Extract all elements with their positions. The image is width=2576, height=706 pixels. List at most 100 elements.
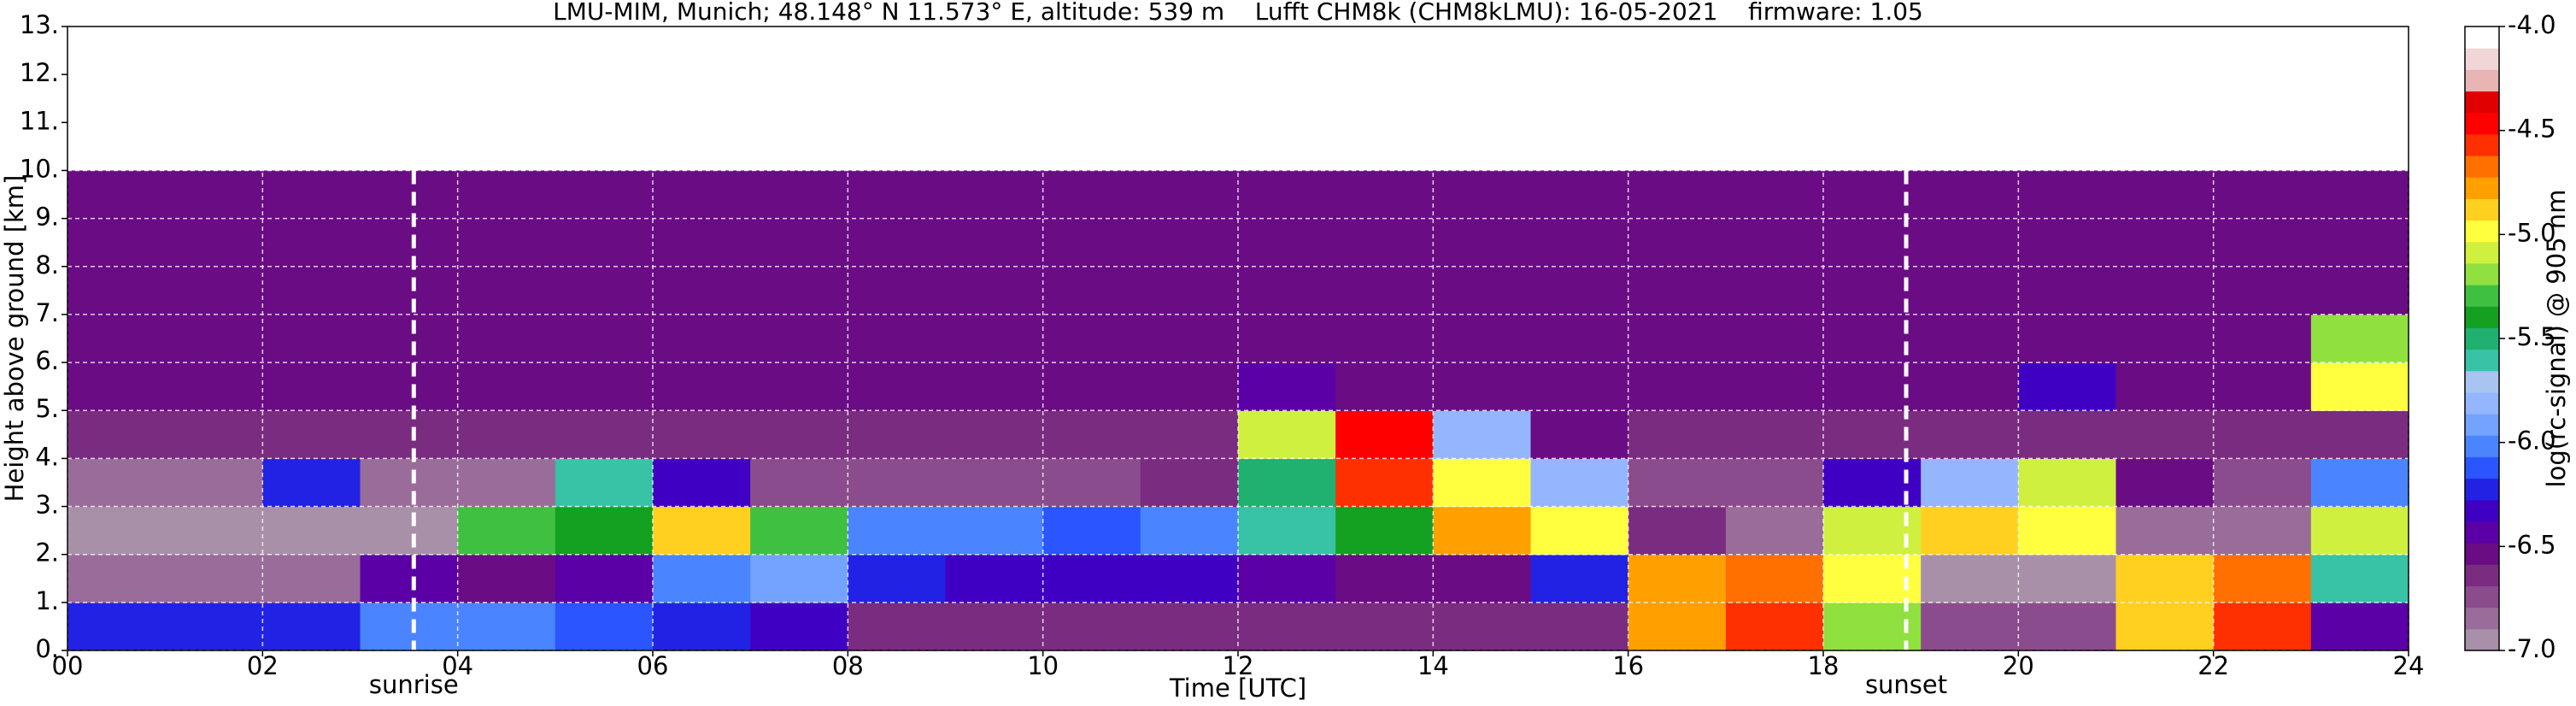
plot-frame — [67, 26, 2409, 651]
heatmap-cell — [457, 602, 556, 651]
heatmap-cell — [1042, 506, 1141, 556]
heatmap-cell — [165, 362, 263, 411]
y-axis-label: Height above ground [km] — [0, 175, 29, 503]
heatmap-cell — [1140, 170, 1239, 220]
heatmap-cell — [1042, 362, 1141, 411]
heatmap-cell — [1530, 314, 1629, 363]
heatmap-cell — [1433, 554, 1532, 603]
heatmap-cell — [945, 314, 1044, 363]
heatmap-cell — [555, 314, 654, 363]
heatmap-cell — [1140, 362, 1239, 411]
y-tick-label: 9. — [35, 203, 59, 232]
heatmap-cell — [2213, 506, 2312, 556]
heatmap-cell — [1921, 170, 2019, 220]
heatmap-cell — [848, 218, 947, 268]
colorbar-tick-label: -6.5 — [2508, 530, 2556, 559]
heatmap-cell — [2310, 266, 2409, 315]
heatmap-cell — [1628, 266, 1727, 315]
heatmap-cell — [2213, 362, 2312, 411]
heatmap-cell — [945, 458, 1044, 508]
heatmap-cell — [848, 410, 947, 459]
heatmap-cell — [1335, 410, 1434, 459]
heatmap-cell — [1628, 410, 1727, 459]
heatmap-cell — [1335, 266, 1434, 315]
heatmap-cell — [653, 314, 751, 363]
colorbar-swatch — [2465, 543, 2499, 565]
heatmap-cell — [2115, 170, 2215, 220]
heatmap-cell — [1530, 602, 1629, 651]
heatmap-cell — [165, 170, 263, 220]
heatmap-cell — [945, 602, 1044, 651]
heatmap-cell — [1140, 458, 1239, 508]
heatmap-cell — [1140, 410, 1239, 459]
heatmap-cell — [1530, 410, 1629, 459]
colorbar-swatch — [2465, 177, 2499, 199]
heatmap-cell — [848, 506, 947, 556]
heatmap-cell — [555, 362, 654, 411]
heatmap-cell — [1921, 266, 2019, 315]
heatmap-cell — [2310, 506, 2409, 556]
colorbar-tick-label: -4.5 — [2508, 115, 2556, 144]
heatmap-cell — [1433, 602, 1532, 651]
heatmap-cell — [1238, 506, 1336, 556]
heatmap-cell — [1433, 314, 1532, 363]
heatmap-cell — [1530, 554, 1629, 603]
heatmap-cell — [165, 410, 263, 459]
heatmap-cell — [1433, 362, 1532, 411]
colorbar-swatch — [2465, 499, 2499, 522]
heatmap-cell — [67, 458, 166, 508]
heatmap-cell — [1921, 554, 2019, 603]
heatmap-cell — [750, 554, 848, 603]
colorbar-swatch — [2465, 262, 2499, 285]
heatmap-cell — [1042, 458, 1141, 508]
heatmap-cell — [1530, 458, 1629, 508]
colorbar-swatch — [2465, 241, 2499, 264]
heatmap-cell — [848, 266, 947, 315]
colorbar-swatch — [2465, 327, 2499, 350]
heatmap-cell — [2018, 410, 2117, 459]
heatmap-cell — [750, 506, 848, 556]
heatmap-cell — [1921, 458, 2019, 508]
heatmap-cell — [945, 554, 1044, 603]
heatmap-cell — [1725, 458, 1824, 508]
colorbar-swatch — [2465, 220, 2499, 243]
heatmap-cell — [1530, 170, 1629, 220]
heatmap-cell — [67, 410, 166, 459]
heatmap-cell — [1530, 266, 1629, 315]
heatmap-cell — [2213, 458, 2312, 508]
heatmap-cell — [945, 410, 1044, 459]
heatmap-cell — [2018, 362, 2117, 411]
heatmap-cell — [165, 602, 263, 651]
heatmap-cell — [2213, 410, 2312, 459]
heatmap-cell — [67, 506, 166, 556]
heatmap-cell — [1530, 218, 1629, 268]
heatmap-cell — [262, 362, 361, 411]
colorbar-swatch — [2465, 156, 2499, 178]
colorbar-tick-label: -5.0 — [2508, 218, 2556, 247]
x-tick-label: 08 — [832, 651, 864, 680]
heatmap-cell — [1238, 218, 1336, 268]
x-tick-label: 00 — [52, 651, 84, 680]
x-tick-label: 22 — [2198, 651, 2229, 680]
heatmap-cell — [1238, 266, 1336, 315]
heatmap-cell — [750, 602, 848, 651]
heatmap-cell — [262, 218, 361, 268]
y-tick-label: 6. — [35, 346, 59, 375]
heatmap-cell — [2310, 170, 2409, 220]
heatmap-cell — [1042, 170, 1141, 220]
heatmap-cell — [750, 314, 848, 363]
y-tick-label: 7. — [35, 298, 59, 327]
y-tick-label: 8. — [35, 250, 59, 279]
heatmap-cell — [653, 410, 751, 459]
heatmap-cell — [1628, 362, 1727, 411]
heatmap-cell — [67, 266, 166, 315]
colorbar-swatch — [2465, 391, 2499, 415]
colorbar-swatch — [2465, 585, 2499, 609]
heatmap-cell — [750, 266, 848, 315]
heatmap-cell — [2018, 218, 2117, 268]
y-tick-label: 3. — [35, 491, 59, 520]
heatmap-cell — [165, 266, 263, 315]
heatmap-cell — [1725, 218, 1824, 268]
heatmap-cell — [1628, 506, 1727, 556]
